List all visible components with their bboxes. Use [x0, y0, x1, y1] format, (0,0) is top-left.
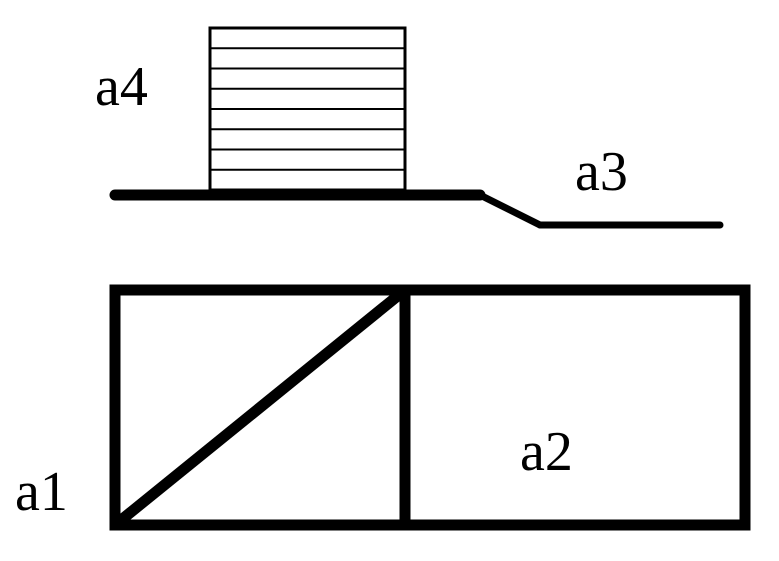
lower-diagonal — [115, 290, 405, 525]
stack-rows — [210, 48, 405, 170]
label-a3: a3 — [575, 140, 628, 204]
lower-outer-rect — [115, 290, 745, 525]
shelf-slope — [480, 195, 540, 225]
label-a4: a4 — [95, 55, 148, 119]
label-a2: a2 — [520, 420, 573, 484]
label-a1: a1 — [15, 460, 68, 524]
